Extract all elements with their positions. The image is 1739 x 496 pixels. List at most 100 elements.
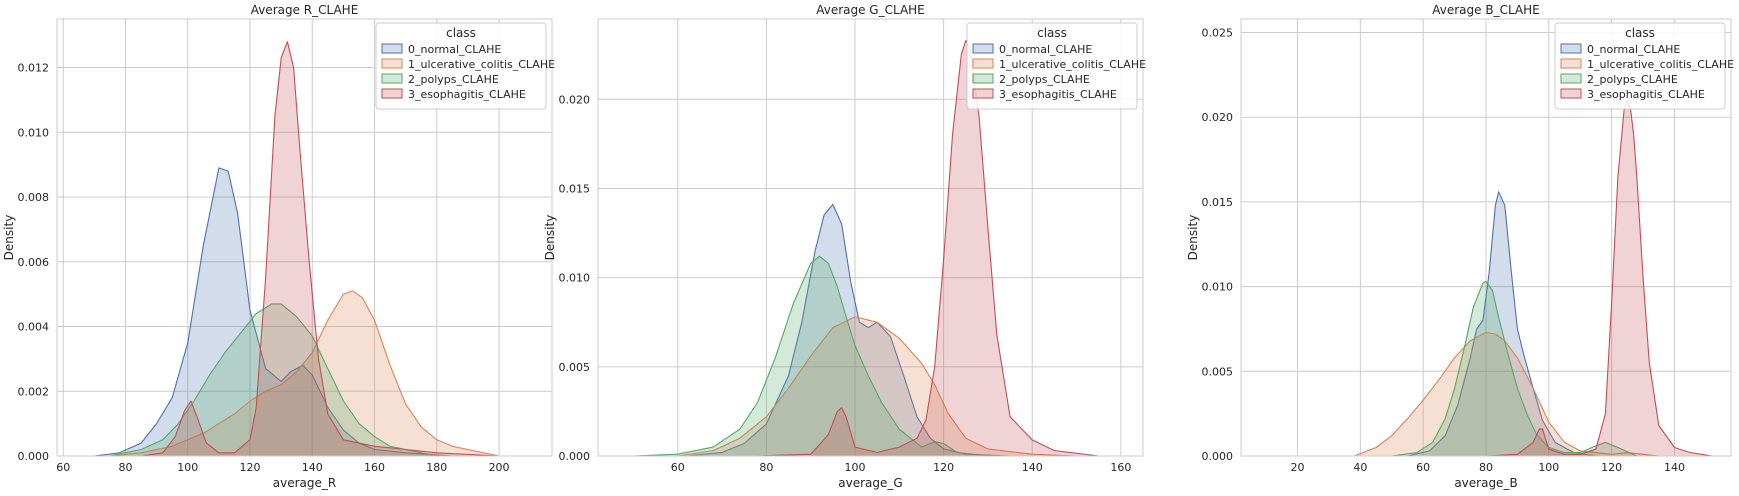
y-tick-label: 0.010 xyxy=(18,126,50,139)
legend-label: 0_normal_CLAHE xyxy=(1587,43,1680,56)
legend-label: 2_polyps_CLAHE xyxy=(408,73,499,86)
legend-box xyxy=(375,22,547,110)
chart-panel-3: 20 40 60 80 100 120 140 0.000 0.005 0.010 0.015 0.0… xyxy=(1186,3,1734,490)
plot-frame xyxy=(56,18,553,457)
x-tick-label: 160 xyxy=(1110,461,1131,474)
legend-swatch xyxy=(381,88,403,99)
legend-label: 2_polyps_CLAHE xyxy=(1587,73,1678,86)
legend-swatch xyxy=(381,73,403,84)
legend-swatch xyxy=(972,88,994,99)
x-tick-label: 160 xyxy=(364,461,385,474)
y-tick-label: 0.010 xyxy=(559,272,591,285)
plot-frame xyxy=(1240,18,1732,457)
legend-box xyxy=(966,22,1138,110)
y-tick-label: 0.005 xyxy=(559,361,591,374)
y-tick-label: 0.006 xyxy=(18,256,50,269)
density-line-1_ulcerative_colitis_CLAHE xyxy=(1353,331,1659,457)
x-tick-label: 60 xyxy=(1416,461,1430,474)
legend-swatch xyxy=(1560,43,1582,54)
x-tick-label: 120 xyxy=(240,461,261,474)
y-tick-label: 0.015 xyxy=(1202,196,1234,209)
legend-title: class xyxy=(1625,26,1655,40)
x-tick-label: 120 xyxy=(1601,461,1622,474)
density-area-0_normal_CLAHE xyxy=(1407,191,1596,457)
x-axis-label: average_G xyxy=(838,476,902,490)
legend-label: 0_normal_CLAHE xyxy=(999,43,1092,56)
density-area-0_normal_CLAHE xyxy=(94,167,453,456)
chart-title: Average B_CLAHE xyxy=(1432,3,1539,17)
x-tick-label: 40 xyxy=(1353,461,1367,474)
x-tick-label: 180 xyxy=(426,461,447,474)
legend-swatch xyxy=(381,58,403,69)
legend: class 0_normal_CLAHE 1_ulcerative_colitis_… xyxy=(1554,22,1734,110)
legend-swatch xyxy=(1560,58,1582,69)
density-line-0_normal_CLAHE xyxy=(1407,191,1596,457)
y-axis-label: Density xyxy=(2,215,16,261)
x-tick-label: 60 xyxy=(56,461,70,474)
x-tick-label: 20 xyxy=(1291,461,1305,474)
density-line-2_polyps_CLAHE xyxy=(633,255,988,457)
y-tick-label: 0.020 xyxy=(559,93,591,106)
legend-swatch xyxy=(381,43,403,54)
x-tick-label: 140 xyxy=(302,461,323,474)
y-axis-label: Density xyxy=(1186,215,1200,261)
x-tick-label: 120 xyxy=(933,461,954,474)
density-area-1_ulcerative_colitis_CLAHE xyxy=(1354,332,1659,456)
legend-swatch xyxy=(1560,88,1582,99)
legend-label: 1_ulcerative_colitis_CLAHE xyxy=(1587,58,1734,71)
legend: class 0_normal_CLAHE 1_ulcerative_colitis_… xyxy=(966,22,1146,110)
density-line-1_ulcerative_colitis_CLAHE xyxy=(677,316,1077,457)
x-tick-label: 100 xyxy=(844,461,865,474)
y-tick-label: 0.005 xyxy=(1202,365,1234,378)
y-tick-label: 0.004 xyxy=(18,321,50,334)
x-tick-label: 200 xyxy=(489,461,510,474)
x-tick-label: 140 xyxy=(1022,461,1043,474)
legend-label: 3_esophagitis_CLAHE xyxy=(999,88,1117,101)
y-tick-label: 0.000 xyxy=(18,450,50,463)
y-tick-label: 0.012 xyxy=(18,62,50,75)
density-line-3_esophagitis_CLAHE xyxy=(141,41,531,457)
y-tick-label: 0.025 xyxy=(1202,27,1234,40)
density-line-3_esophagitis_CLAHE xyxy=(757,39,1099,457)
density-area-2_polyps_CLAHE xyxy=(1391,281,1637,456)
legend: class 0_normal_CLAHE 1_ulcerative_colitis_… xyxy=(375,22,555,110)
x-tick-label: 80 xyxy=(118,461,132,474)
x-tick-label: 80 xyxy=(759,461,773,474)
density-area-1_ulcerative_colitis_CLAHE xyxy=(109,290,500,456)
x-axis-label: average_R xyxy=(273,476,336,490)
legend-swatch xyxy=(1560,73,1582,84)
y-tick-label: 0.020 xyxy=(1202,111,1234,124)
chart-panel-1: 60 80 100 120 140 160 180 200 0.000 0.002 0.004 0.0… xyxy=(2,3,555,490)
x-tick-label: 100 xyxy=(1538,461,1559,474)
legend-box xyxy=(1554,22,1726,110)
density-line-3_esophagitis_CLAHE xyxy=(1485,99,1713,457)
legend-label: 1_ulcerative_colitis_CLAHE xyxy=(999,58,1146,71)
y-tick-label: 0.015 xyxy=(559,182,591,195)
legend-title: class xyxy=(446,26,476,40)
y-tick-label: 0.010 xyxy=(1202,281,1234,294)
legend-label: 2_polyps_CLAHE xyxy=(999,73,1090,86)
chart-title: Average G_CLAHE xyxy=(816,3,925,17)
chart-panel-2: 60 80 100 120 140 160 0.000 0.005 0.010 0.015 0.02… xyxy=(543,3,1146,490)
x-tick-label: 140 xyxy=(1664,461,1685,474)
x-tick-label: 80 xyxy=(1479,461,1493,474)
legend-swatch xyxy=(972,43,994,54)
legend-swatch xyxy=(972,58,994,69)
density-line-2_polyps_CLAHE xyxy=(1391,280,1638,457)
legend-title: class xyxy=(1037,26,1067,40)
plot-frame xyxy=(597,18,1144,457)
y-tick-label: 0.008 xyxy=(18,191,50,204)
legend-label: 1_ulcerative_colitis_CLAHE xyxy=(408,58,555,71)
density-area-0_normal_CLAHE xyxy=(686,204,1011,456)
x-tick-label: 100 xyxy=(177,461,198,474)
legend-label: 0_normal_CLAHE xyxy=(408,43,501,56)
chart-title: Average R_CLAHE xyxy=(251,3,359,17)
y-axis-label: Density xyxy=(543,215,557,261)
y-tick-label: 0.000 xyxy=(559,450,591,463)
y-tick-label: 0.002 xyxy=(18,385,50,398)
density-line-0_normal_CLAHE xyxy=(94,167,453,457)
x-tick-label: 60 xyxy=(671,461,685,474)
legend-label: 3_esophagitis_CLAHE xyxy=(408,88,526,101)
y-tick-label: 0.000 xyxy=(1202,450,1234,463)
